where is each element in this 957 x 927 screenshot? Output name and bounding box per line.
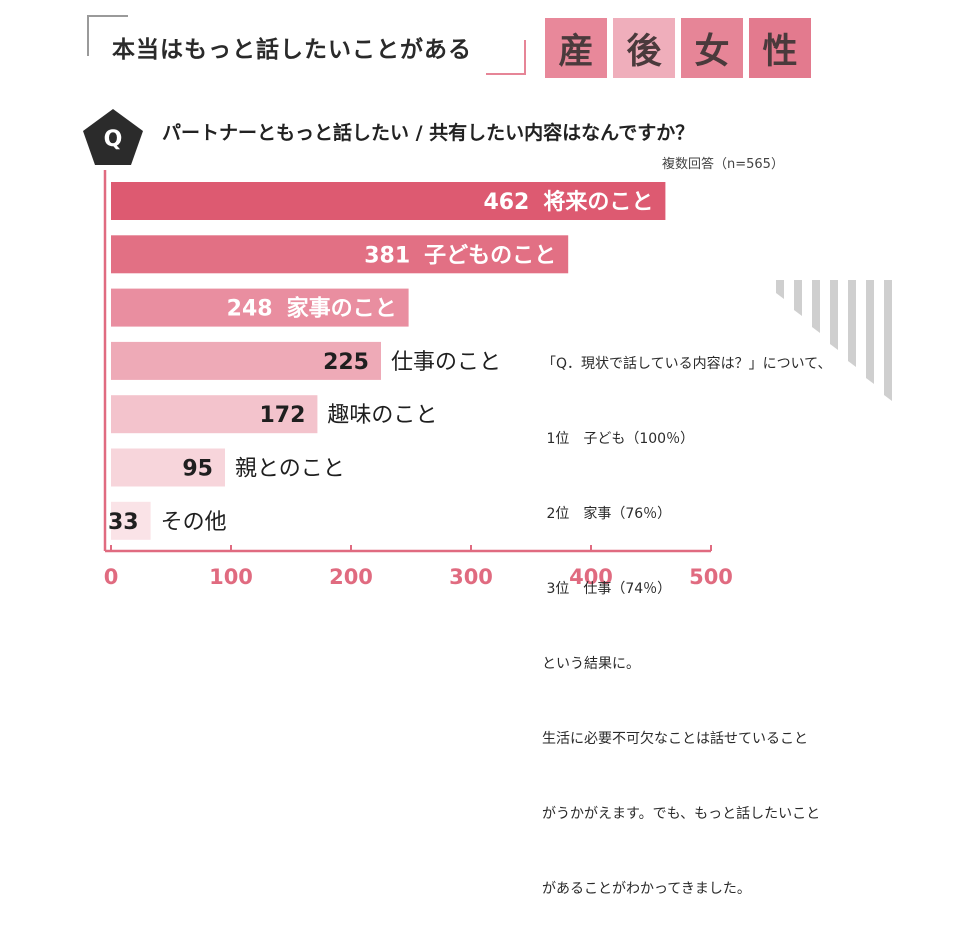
badge-char-3: 女 [681, 18, 743, 78]
stripe-decoration-bar [884, 280, 892, 401]
stripe-decoration-bar [794, 280, 802, 316]
header-bracket-decoration [87, 15, 526, 75]
bar-category-label: 将来のこと [543, 189, 653, 215]
x-tick-label: 400 [569, 565, 613, 589]
note-line-5: という結果に。 [542, 656, 640, 672]
note-line-3: 2位 家事（76％） [542, 506, 672, 522]
note-line-7: がうかがえます。でも、もっと話したいこと [542, 806, 821, 822]
stripe-decoration [776, 280, 892, 401]
bar-value-label: 95 [182, 457, 213, 482]
x-tick-label: 300 [449, 565, 493, 589]
bar [111, 448, 225, 487]
bar-category-label: 子どものこと [424, 243, 556, 268]
bar-category-label: その他 [161, 510, 227, 535]
badge-char-2: 後 [613, 18, 675, 78]
pentagon-icon [83, 109, 143, 165]
stripe-decoration-bar [776, 280, 784, 299]
note-line-1: 「Q．現状で話している内容は？」について、 [542, 356, 832, 372]
bar-value-label: 462 [483, 190, 529, 215]
question-badge: Q [83, 109, 143, 165]
badge-group: 産 後 女 性 [545, 18, 811, 78]
bar-value-label: 225 [323, 350, 369, 375]
bar-label: 462 将来のこと [483, 189, 653, 215]
bar-label: 381 子どものこと [364, 243, 556, 268]
stripe-decoration-bar [812, 280, 820, 333]
bar-category-label: 親とのこと [235, 457, 345, 482]
bar [111, 182, 666, 220]
note-line-2: 1位 子ども（100％） [542, 431, 695, 447]
x-tick-label: 200 [329, 565, 373, 589]
bar-label: 248 家事のこと [227, 296, 397, 322]
question-note: 複数回答（n=565） [662, 157, 784, 172]
bar [111, 501, 151, 540]
x-tick-label: 100 [209, 565, 253, 589]
bar [111, 395, 318, 434]
bar-value-label: 248 [227, 297, 273, 322]
bar-value-label: 381 [364, 243, 410, 268]
note-line-6: 生活に必要不可欠なことは話せていること [542, 731, 808, 747]
bar-group: 462 将来のこと 381 子どものこと 248 家事のこと 225 仕事のこと 172 趣味のこ… [108, 182, 666, 540]
bar-chart: 462 将来のこと 381 子どものこと 248 家事のこと 225 仕事のこと 172 趣味のこ… [104, 170, 892, 589]
bar-value-label: 33 [108, 510, 139, 535]
header-title: 本当はもっと話したいことがある [112, 37, 472, 63]
note-line-4: 3位 仕事（74％） [542, 581, 672, 597]
stripe-decoration-bar [848, 280, 856, 367]
bar [111, 341, 381, 380]
bar-category-label: 家事のこと [287, 296, 397, 322]
x-axis: 0 100 200 300 400 500 [104, 170, 733, 589]
stripe-decoration-bar [866, 280, 874, 384]
stripe-decoration-bar [830, 280, 838, 350]
bar [111, 288, 409, 327]
note-line-8: があることがわかってきました。 [542, 881, 751, 897]
bar-value-label: 172 [259, 403, 305, 428]
bar-category-label: 仕事のこと [391, 350, 501, 375]
x-tick-label: 0 [104, 565, 119, 589]
badge-char-1: 産 [545, 18, 607, 78]
bar-category-label: 趣味のこと [327, 403, 437, 428]
x-tick-label: 500 [689, 565, 733, 589]
bar [111, 235, 569, 274]
badge-char-4: 性 [749, 18, 811, 78]
question-mark-label: Q [104, 127, 123, 152]
note-block: 「Q．現状で話している内容は？」について、 1位 子ども（100％） 2位 家事… [542, 302, 831, 927]
question-text: パートナーともっと話したい / 共有したい内容はなんですか？ [162, 122, 695, 144]
